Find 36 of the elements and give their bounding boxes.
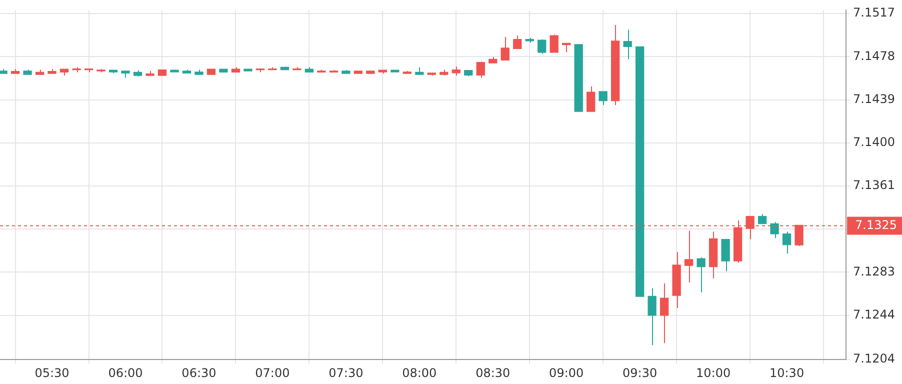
y-tick-label: 7.1361 [853, 178, 896, 192]
x-tick-label: 05:30 [34, 366, 70, 380]
candlestick [758, 214, 767, 224]
candlestick [500, 36, 510, 61]
candlestick [513, 35, 522, 50]
x-tick-label: 06:00 [108, 366, 143, 380]
x-tick-label: 06:30 [182, 366, 216, 380]
candlestick [476, 61, 485, 78]
y-tick-label: 7.1478 [853, 48, 896, 63]
x-tick-label: 10:30 [769, 366, 804, 380]
candlestick [586, 86, 596, 112]
y-tick-label: 7.1439 [853, 92, 896, 106]
candlestick [623, 29, 632, 60]
x-tick-label: 07:30 [328, 366, 364, 380]
candlestick [684, 230, 694, 283]
candlestick [598, 90, 608, 106]
x-tick-label: 10:00 [696, 366, 731, 380]
y-tick-label: 7.1244 [853, 307, 896, 322]
x-tick-label: 08:30 [476, 366, 510, 380]
candlestick [648, 288, 656, 346]
candlestick [550, 34, 558, 53]
candlestick [782, 231, 792, 254]
x-tick-label: 08:00 [402, 366, 437, 380]
ref-line-label: 7.1325 [855, 218, 898, 232]
y-tick-label: 7.1517 [853, 6, 896, 20]
y-tick-label: 7.1400 [853, 135, 896, 150]
candlestick [721, 238, 730, 272]
candlestick [696, 256, 706, 293]
y-tick-label: 7.1204 [853, 352, 896, 366]
candlestick [538, 38, 546, 54]
x-tick-label: 09:00 [549, 366, 584, 380]
y-tick-label: 7.1283 [853, 264, 896, 278]
x-tick-label: 09:30 [622, 366, 658, 380]
candlestick [660, 282, 669, 344]
candlestick [770, 222, 779, 239]
x-tick-label: 07:00 [255, 366, 290, 380]
